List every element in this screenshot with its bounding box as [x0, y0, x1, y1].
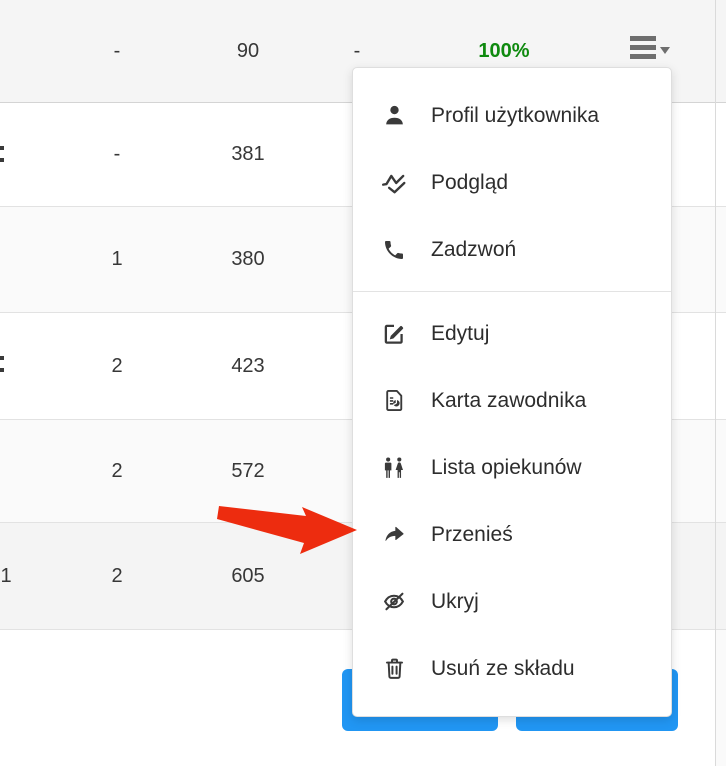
table-cell: -: [353, 39, 361, 62]
menu-item-guardians-list[interactable]: Lista opiekunów: [353, 434, 671, 501]
person-icon: [381, 103, 407, 129]
table-cell: 90: [236, 39, 260, 62]
table-cell: 2: [111, 459, 123, 482]
menu-item-label: Przenieś: [431, 522, 513, 546]
menu-item-hide[interactable]: Ukryj: [353, 568, 671, 635]
menu-item-user-profile[interactable]: Profil użytkownika: [353, 82, 671, 149]
eye-slash-icon: [381, 589, 407, 615]
table-cell: 2: [111, 354, 123, 377]
table-cell: -: [113, 143, 121, 165]
menu-item-edit[interactable]: Edytuj: [353, 300, 671, 367]
people-icon: [381, 455, 407, 481]
menu-item-label: Edytuj: [431, 321, 490, 345]
table-cell: 605: [231, 564, 265, 587]
row-context-menu: Profil użytkownika Podgląd Zadzwoń Edytuj Ka…: [352, 67, 672, 717]
table-cell: 2: [111, 564, 123, 587]
table-cell: 572: [231, 459, 265, 482]
menu-item-preview[interactable]: Podgląd: [353, 149, 671, 216]
table-cell: -: [113, 39, 121, 62]
caret-down-icon: [660, 47, 670, 54]
menu-divider: [353, 291, 671, 292]
trash-icon: [381, 656, 407, 682]
menu-item-label: Ukryj: [431, 589, 479, 613]
menu-item-call[interactable]: Zadzwoń: [353, 216, 671, 283]
menu-item-label: Usuń ze składu: [431, 656, 575, 680]
clipped-text-fragment: [0, 146, 4, 150]
table-cell: 423: [231, 354, 265, 377]
clipped-text-fragment: [0, 368, 4, 372]
table-column-border: [715, 0, 716, 766]
table-cell: 1: [0, 564, 12, 587]
menu-item-label: Lista opiekunów: [431, 455, 582, 479]
attendance-percent-value: 100%: [478, 39, 530, 62]
menu-item-label: Profil użytkownika: [431, 103, 600, 127]
menu-item-label: Karta zawodnika: [431, 388, 587, 412]
forward-arrow-icon: [381, 522, 407, 548]
clipped-text-fragment: [0, 158, 4, 162]
edit-icon: [381, 321, 407, 347]
activity-chart-icon: [381, 170, 407, 196]
table-cell: 1: [111, 248, 123, 270]
menu-item-move[interactable]: Przenieś: [353, 501, 671, 568]
clipped-text-fragment: [0, 356, 4, 360]
menu-item-player-card[interactable]: Karta zawodnika: [353, 367, 671, 434]
phone-icon: [381, 237, 407, 263]
menu-item-remove-from-squad[interactable]: Usuń ze składu: [353, 635, 671, 702]
table-cell: 380: [231, 248, 265, 270]
menu-item-label: Podgląd: [431, 170, 509, 194]
menu-item-label: Zadzwoń: [431, 237, 517, 261]
row-actions-menu-button[interactable]: [630, 33, 674, 61]
hamburger-icon: [630, 35, 656, 59]
table-cell: 381: [231, 143, 265, 165]
document-chart-icon: [381, 388, 407, 414]
table-right-strip: [716, 630, 726, 766]
